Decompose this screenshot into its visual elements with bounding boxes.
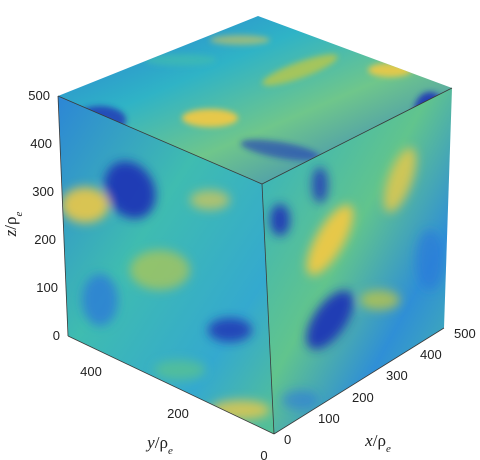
z-tick-label: 200 <box>34 232 56 247</box>
x-tick-label: 0 <box>284 432 291 447</box>
x-tick-label: 500 <box>454 326 476 341</box>
z-tick-label: 500 <box>28 88 50 103</box>
x-tick-label: 300 <box>386 368 408 383</box>
z-axis-ticks: 500 400 300 200 100 0 <box>28 88 60 343</box>
cube-edges <box>57 87 453 435</box>
y-axis-ticks: 400 200 0 <box>80 364 267 460</box>
z-tick-label: 400 <box>30 136 52 151</box>
z-tick-label: 0 <box>53 328 60 343</box>
x-axis-label: x/ρe <box>364 431 391 455</box>
z-axis-label: z/ρe <box>1 212 25 238</box>
cube-right-face <box>262 88 452 434</box>
z-tick-label: 300 <box>32 184 54 199</box>
x-tick-label: 200 <box>352 390 374 405</box>
y-tick-label: 0 <box>260 448 267 460</box>
cube-left-face <box>58 96 274 434</box>
y-tick-label: 400 <box>80 364 102 379</box>
z-tick-label: 100 <box>36 280 58 295</box>
y-axis-label: y/ρe <box>145 433 173 457</box>
x-axis-ticks: 0 100 200 300 400 500 <box>284 326 476 447</box>
x-tick-label: 400 <box>420 347 442 362</box>
x-tick-label: 100 <box>318 411 340 426</box>
y-tick-label: 200 <box>167 406 189 421</box>
